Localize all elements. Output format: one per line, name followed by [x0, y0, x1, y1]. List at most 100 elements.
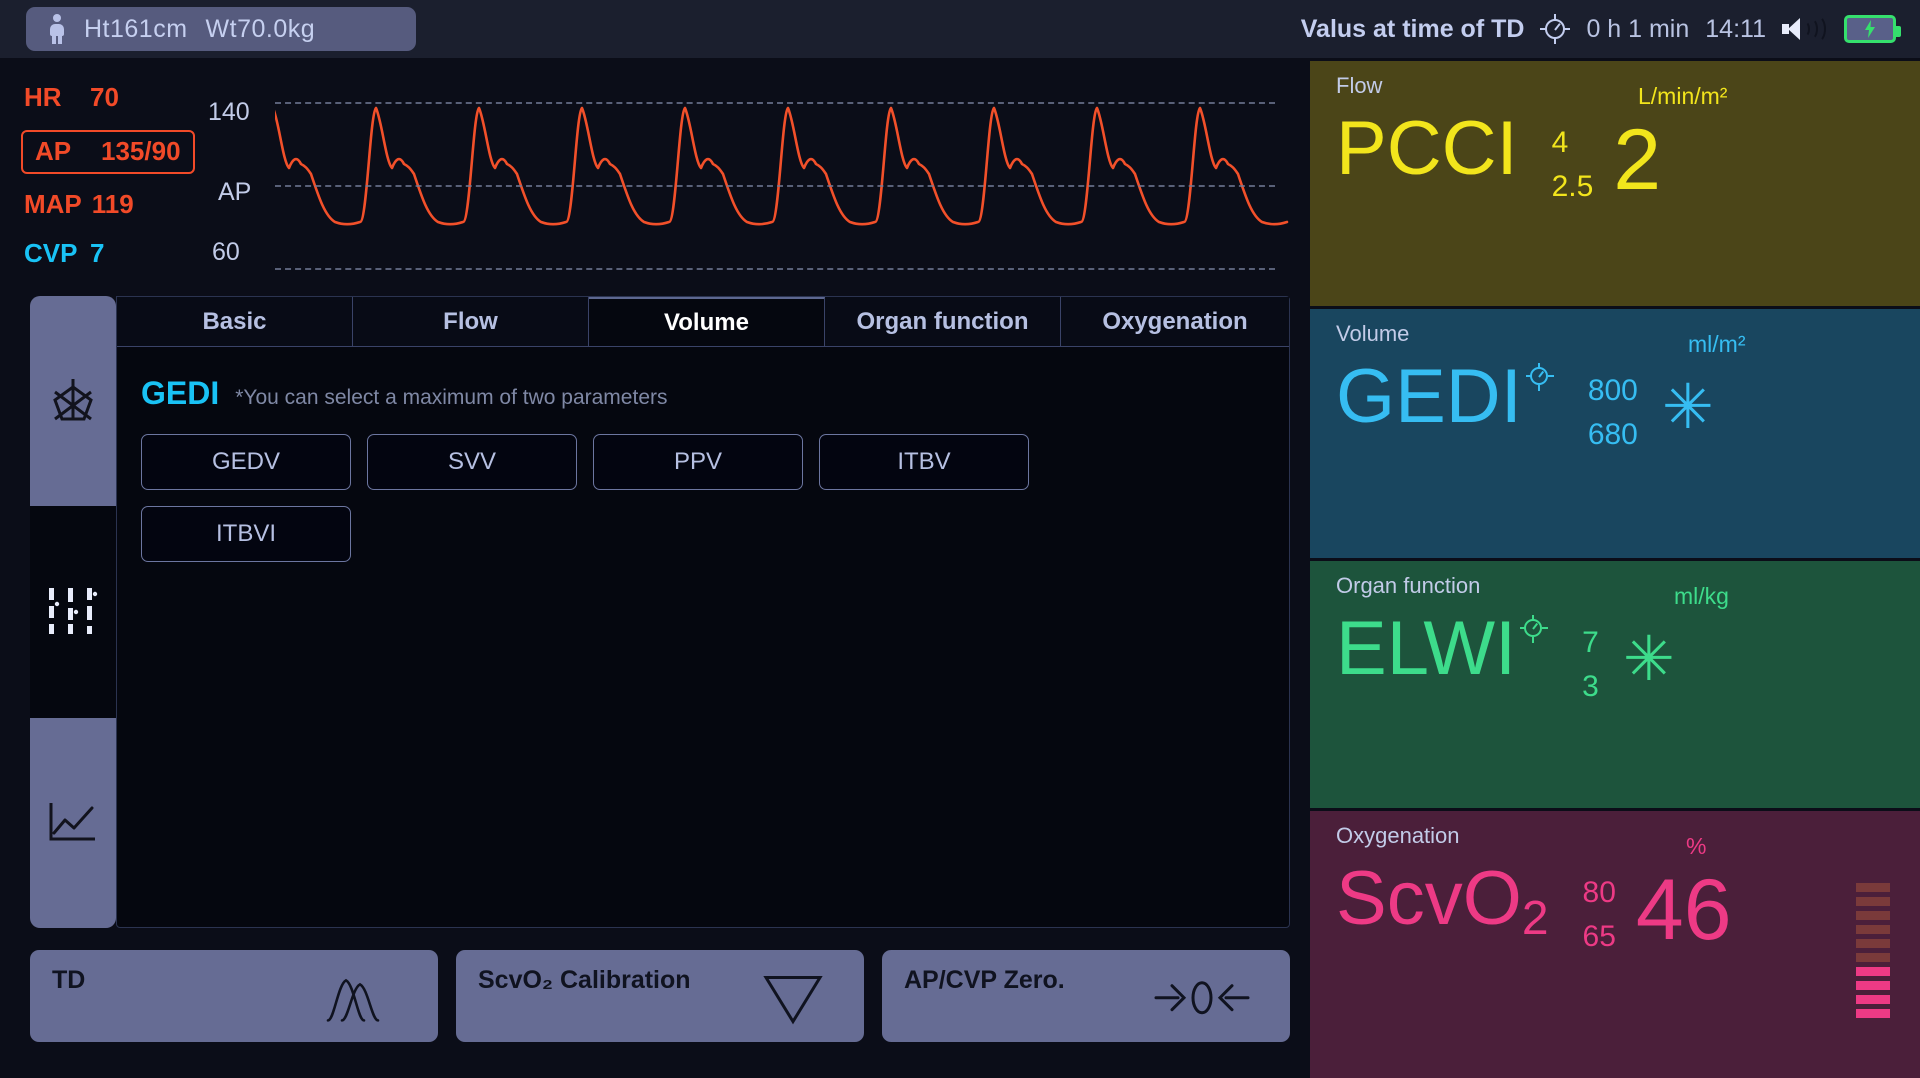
ap-cvp-zero-button[interactable]: AP/CVP Zero. — [882, 950, 1290, 1042]
radar-chart-icon — [53, 379, 93, 421]
td-marker-icon — [1525, 363, 1554, 391]
vital-map-value: 119 — [91, 189, 134, 219]
patient-info-chip[interactable]: Ht161cm Wt70.0kg — [26, 7, 416, 51]
lightning-bolt-icon — [1865, 20, 1875, 38]
parameter-button-itbvi[interactable]: ITBVI — [141, 506, 351, 562]
panel-oxygenation-value: 46 — [1635, 862, 1732, 958]
elapsed-time: 0 h 1 min — [1586, 14, 1690, 43]
patient-height: Ht161cm — [84, 14, 188, 43]
panel-oxygenation-name: ScvO — [1336, 856, 1522, 941]
oxygenation-bar-gauge — [1856, 883, 1890, 1018]
gauge-segment-dim — [1856, 925, 1890, 934]
sidebar-item-radar-view[interactable] — [30, 296, 116, 506]
panel-volume-name: GEDI — [1336, 354, 1522, 439]
patient-weight: Wt70.0kg — [205, 14, 316, 43]
td-button-label: TD — [52, 966, 86, 994]
panel-organ-name: ELWI — [1336, 606, 1517, 691]
ap-waveform-trace — [275, 106, 1289, 226]
status-title: Valus at time of TD — [1300, 14, 1525, 43]
panel-oxygenation-title: Oxygenation — [1336, 823, 1460, 848]
panel-oxygenation-range-high: 80 — [1582, 876, 1616, 909]
tab-bar: Basic Flow Volume Organ function Oxygena… — [117, 297, 1289, 347]
panel-oxygenation-name-subscript: 2 — [1521, 892, 1549, 945]
gauge-segment-dim — [1856, 897, 1890, 906]
clock-time: 14:11 — [1705, 14, 1766, 43]
parameter-button-svv[interactable]: SVV — [367, 434, 577, 490]
section-title: GEDI — [141, 375, 220, 411]
scale-bottom-label: 60 — [212, 238, 240, 266]
panel-organ-range-high: 7 — [1582, 626, 1599, 659]
vital-cvp-label: CVP — [24, 238, 78, 268]
vital-hr[interactable]: HR 70 — [24, 82, 119, 113]
panel-flow-name: PCCI — [1336, 106, 1518, 191]
parameter-panels-column: Flow PCCI 4 2.5 L/min/m² 2 Volume GEDI — [1307, 58, 1920, 1078]
scale-mid-label: AP — [218, 178, 252, 206]
vital-hr-label: HR — [24, 82, 62, 112]
parameter-button-grid: GEDV SVV PPV ITBV ITBVI — [117, 412, 1037, 562]
left-view-sidebar — [30, 296, 116, 928]
panel-volume-unit: ml/m² — [1688, 331, 1746, 357]
panel-flow-range-high: 4 — [1551, 126, 1569, 159]
parameter-button-gedv[interactable]: GEDV — [141, 434, 351, 490]
parameter-button-itbv[interactable]: ITBV — [819, 434, 1029, 490]
sidebar-item-trend-view[interactable] — [30, 718, 116, 928]
panel-organ-function[interactable]: Organ function ELWI 7 3 ml/kg ✳ — [1307, 558, 1920, 808]
section-hint: *You can select a maximum of two paramet… — [235, 386, 668, 409]
thermodilution-curve-icon — [320, 970, 400, 1031]
vital-ap-value: 135/90 — [101, 136, 181, 166]
parameter-sliders-icon — [49, 588, 98, 634]
scvo2-calibration-label: ScvO₂ Calibration — [478, 966, 691, 994]
panel-oxygenation-unit: % — [1686, 833, 1707, 859]
tab-volume[interactable]: Volume — [589, 297, 825, 346]
triangle-down-icon — [760, 970, 826, 1033]
sidebar-item-parameters-view[interactable] — [30, 506, 116, 718]
waveform-gridline — [275, 185, 1275, 187]
status-indicators: Valus at time of TD 0 h 1 min 14:11 — [1300, 14, 1901, 44]
parameter-button-ppv[interactable]: PPV — [593, 434, 803, 490]
gauge-segment-dim — [1856, 883, 1890, 892]
tab-organ-function[interactable]: Organ function — [825, 297, 1061, 346]
td-marker-icon — [1540, 14, 1571, 44]
panel-volume[interactable]: Volume GEDI 800 680 ml/m² ✳ — [1307, 306, 1920, 558]
vital-map-label: MAP — [24, 189, 82, 219]
scvo2-calibration-button[interactable]: ScvO₂ Calibration — [456, 950, 864, 1042]
panel-flow[interactable]: Flow PCCI 4 2.5 L/min/m² 2 — [1307, 58, 1920, 306]
action-button-bar: TD ScvO₂ Calibration AP/CVP Zero. — [30, 950, 1290, 1046]
zero-calibration-icon — [1152, 974, 1252, 1027]
vital-cvp[interactable]: CVP 7 — [24, 238, 104, 269]
vital-ap[interactable]: AP 135/90 — [21, 130, 195, 174]
battery-charging-icon — [1844, 15, 1901, 43]
waveform-gridline — [275, 102, 1275, 104]
gauge-segment-dim — [1856, 953, 1890, 962]
panel-flow-unit: L/min/m² — [1638, 83, 1728, 109]
panel-oxygenation-range-low: 65 — [1582, 919, 1616, 953]
td-button[interactable]: TD — [30, 950, 438, 1042]
ap-cvp-zero-label: AP/CVP Zero. — [904, 966, 1065, 994]
vital-map[interactable]: MAP 119 — [24, 189, 134, 220]
panel-organ-value: ✳ — [1622, 625, 1675, 694]
panel-volume-range-low: 680 — [1587, 417, 1638, 451]
section-header: GEDI *You can select a maximum of two pa… — [117, 347, 1289, 412]
tab-oxygenation[interactable]: Oxygenation — [1061, 297, 1289, 346]
vital-cvp-value: 7 — [90, 238, 105, 268]
panel-volume-range-high: 800 — [1587, 374, 1638, 407]
top-status-bar: Ht161cm Wt70.0kg Valus at time of TD 0 h… — [0, 0, 1920, 58]
gauge-segment-active — [1856, 995, 1890, 1004]
tab-flow[interactable]: Flow — [353, 297, 589, 346]
td-marker-icon — [1520, 615, 1549, 643]
gauge-segment-active — [1856, 981, 1890, 990]
person-icon — [48, 14, 66, 44]
panel-flow-value: 2 — [1613, 112, 1662, 208]
panel-flow-range-low: 2.5 — [1551, 169, 1594, 203]
panel-organ-title: Organ function — [1336, 573, 1481, 598]
main-content-panel: Basic Flow Volume Organ function Oxygena… — [116, 296, 1290, 928]
gauge-segment-dim — [1856, 911, 1890, 920]
vital-ap-label: AP — [35, 136, 72, 166]
panel-organ-range-low: 3 — [1582, 669, 1599, 703]
speaker-icon[interactable] — [1782, 14, 1828, 44]
tab-basic[interactable]: Basic — [117, 297, 353, 346]
gauge-segment-active — [1856, 1009, 1890, 1018]
panel-oxygenation[interactable]: Oxygenation ScvO2 80 65 % 46 — [1307, 808, 1920, 1078]
scale-top-label: 140 — [208, 98, 250, 126]
